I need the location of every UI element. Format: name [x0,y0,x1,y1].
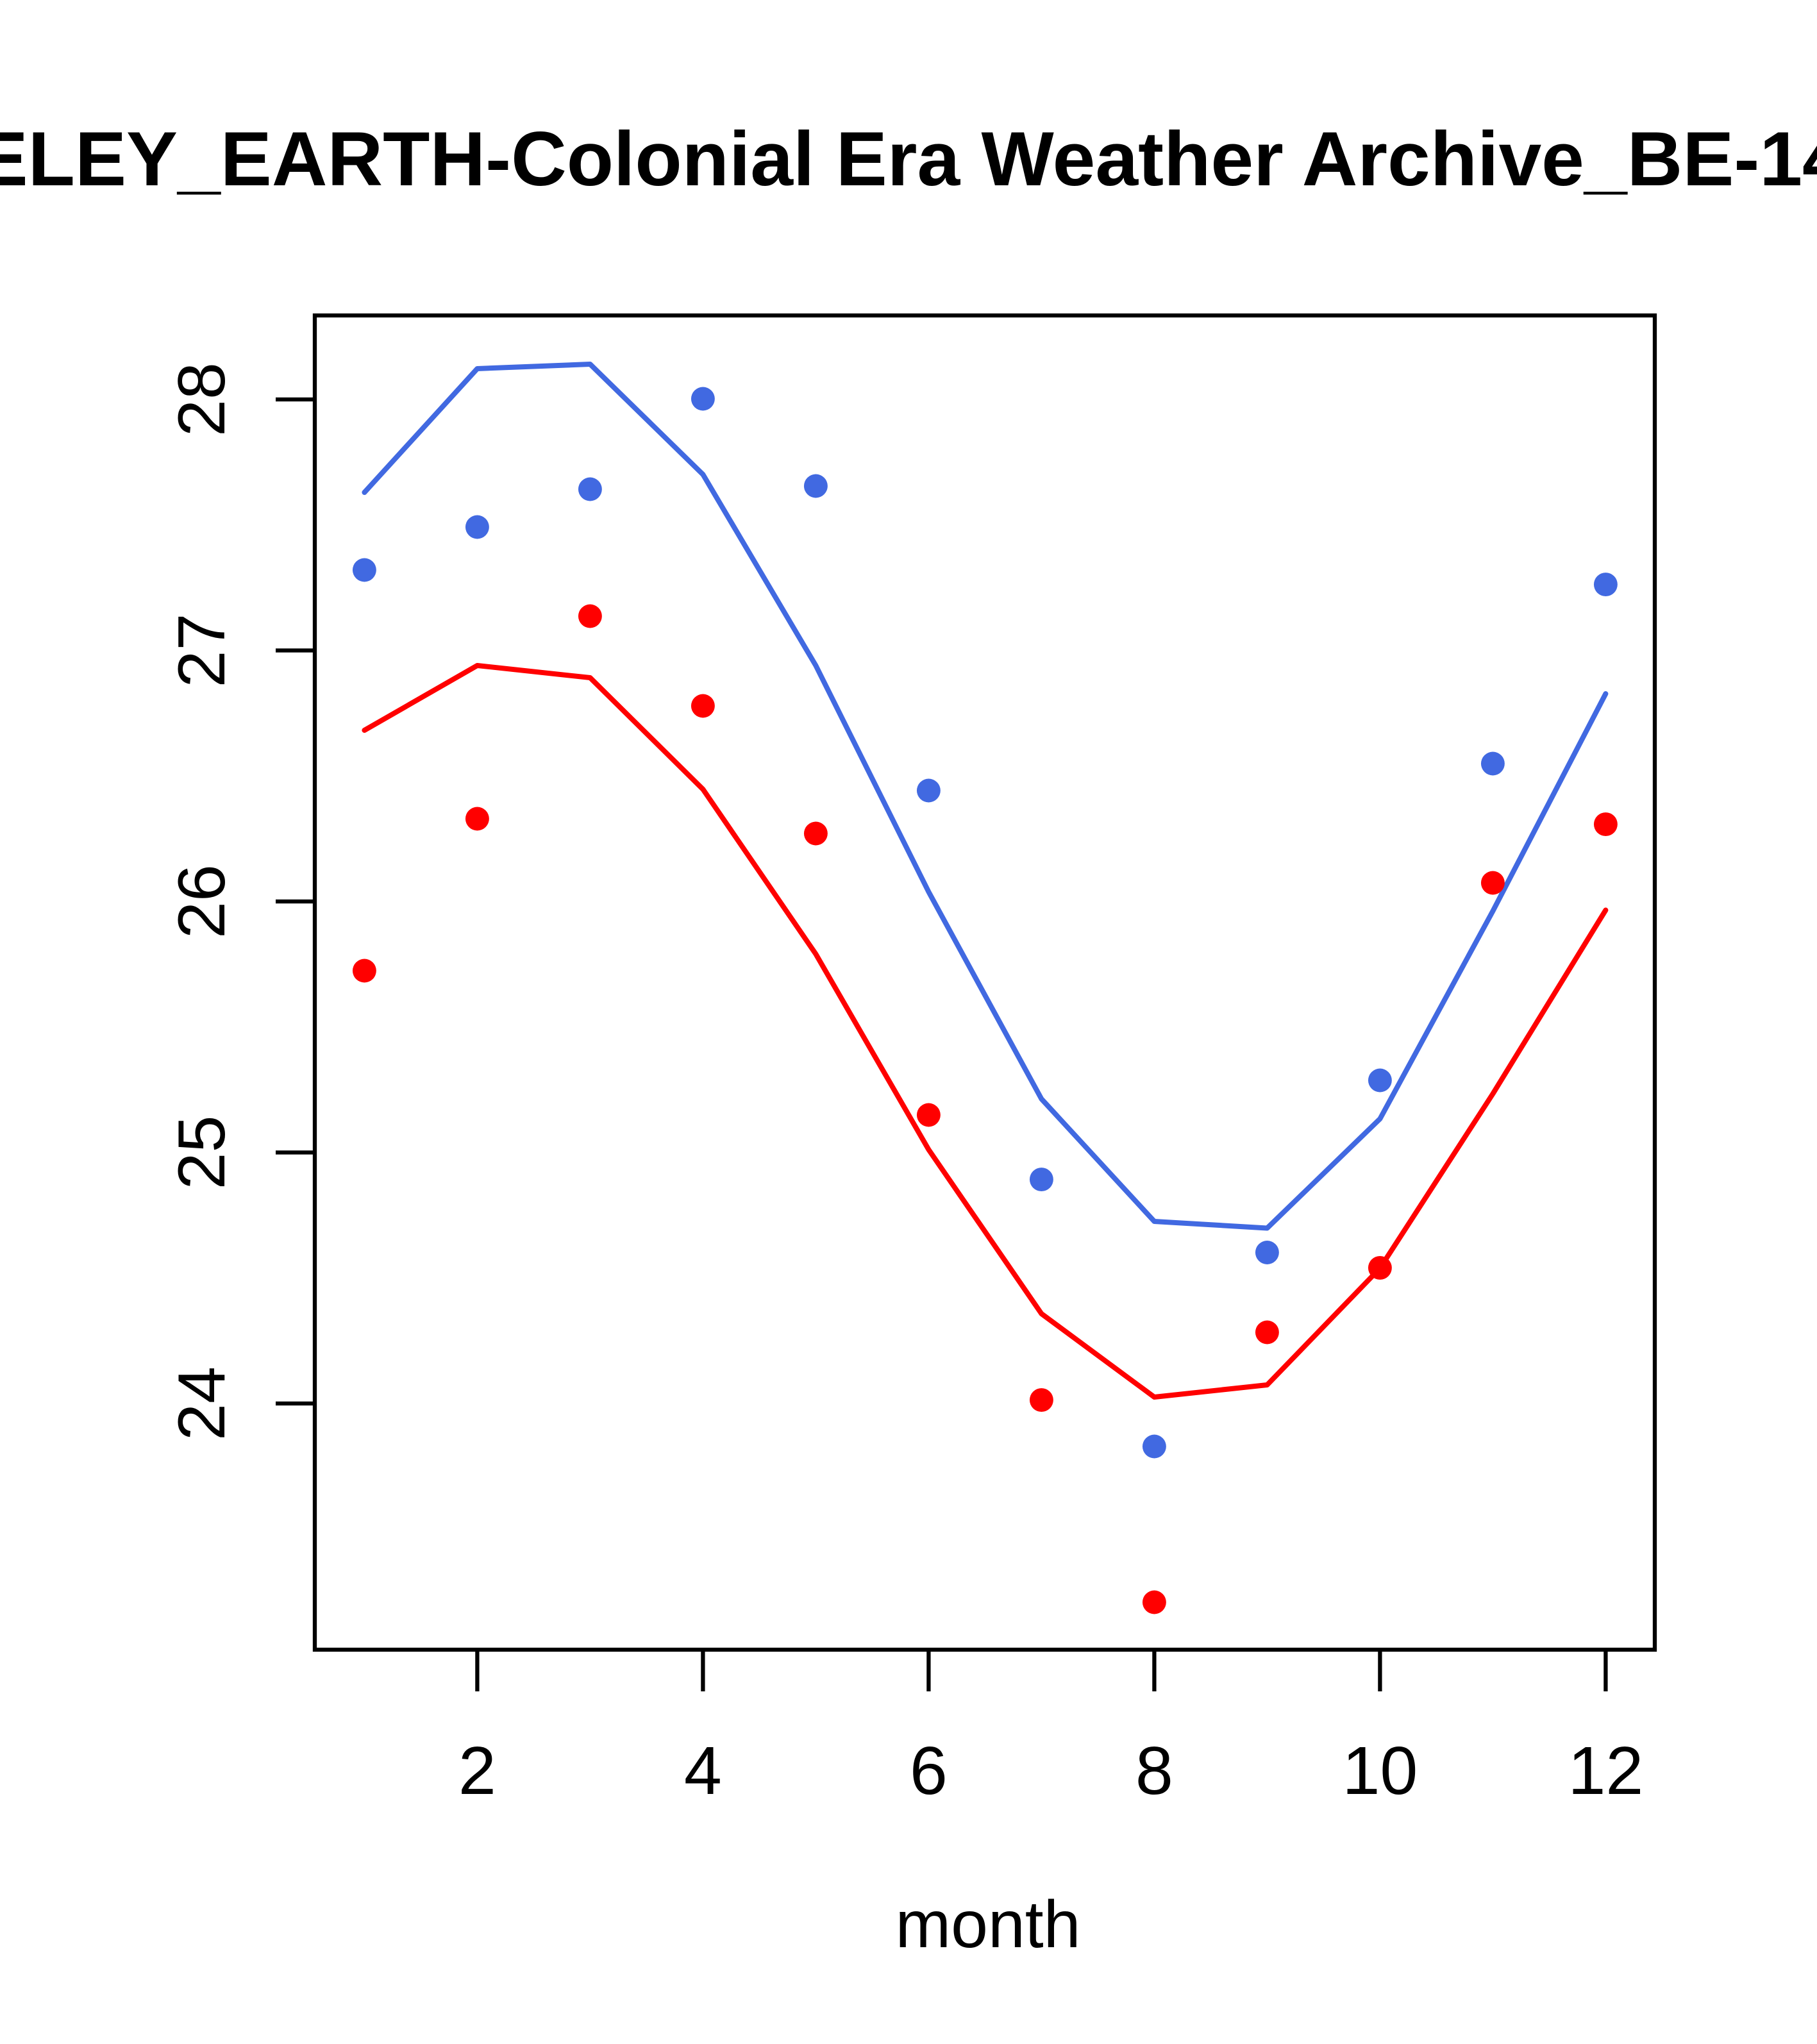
svg-text:6: 6 [910,1733,948,1809]
svg-text:10: 10 [1342,1733,1418,1809]
svg-text:27: 27 [165,614,239,688]
svg-text:2: 2 [458,1733,496,1809]
svg-text:26: 26 [165,864,239,939]
svg-text:25: 25 [165,1116,239,1190]
svg-text:28: 28 [165,362,239,437]
svg-text:12: 12 [1568,1733,1643,1809]
svg-text:BERKELEY_EARTH-Colonial Era We: BERKELEY_EARTH-Colonial Era Weather Arch… [0,116,1817,202]
svg-text:4: 4 [684,1733,722,1809]
svg-text:24: 24 [165,1366,239,1441]
svg-text:8: 8 [1135,1733,1173,1809]
svg-text:month: month [895,1888,1080,1962]
